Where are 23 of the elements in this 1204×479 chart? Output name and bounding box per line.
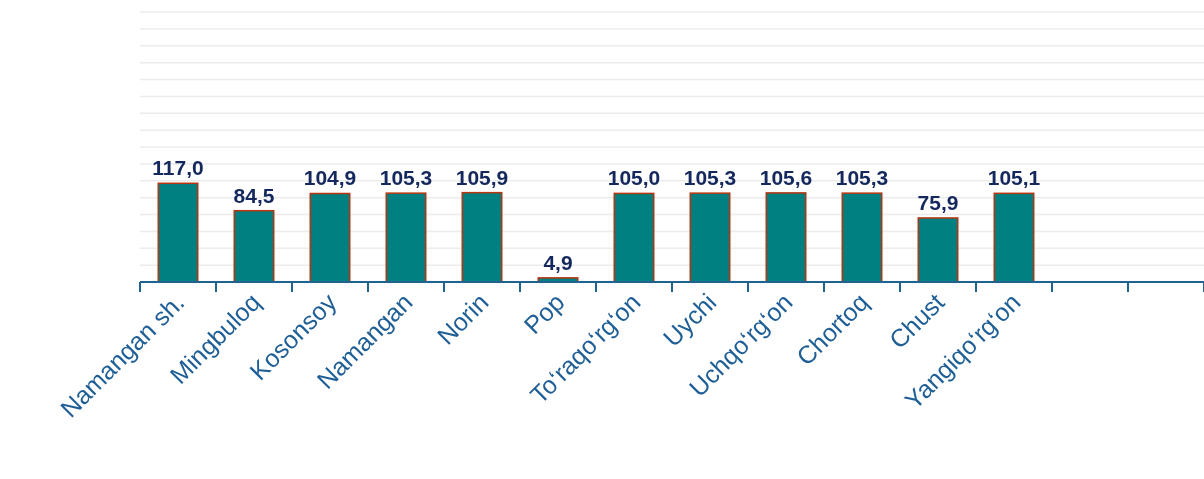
bar <box>309 192 351 283</box>
data-label: 4,9 <box>543 250 573 274</box>
data-label: 105,0 <box>607 166 661 190</box>
data-label: 84,5 <box>233 183 275 207</box>
data-label: 105,6 <box>759 165 813 189</box>
bar <box>841 192 883 283</box>
data-label: 105,3 <box>379 166 433 190</box>
data-label: 105,1 <box>987 166 1041 190</box>
data-label: 104,9 <box>303 166 357 190</box>
bar <box>461 191 503 283</box>
bar <box>157 182 199 283</box>
data-label: 117,0 <box>152 156 204 180</box>
data-label: 105,9 <box>455 165 509 189</box>
data-label: 105,3 <box>835 166 889 190</box>
bar <box>385 192 427 283</box>
data-label: 75,9 <box>917 190 959 214</box>
bar <box>765 192 807 283</box>
bar <box>917 217 959 283</box>
bar <box>689 192 731 283</box>
bar <box>613 192 655 283</box>
bar <box>233 209 275 283</box>
data-label: 105,3 <box>683 166 737 190</box>
bar <box>993 192 1035 283</box>
